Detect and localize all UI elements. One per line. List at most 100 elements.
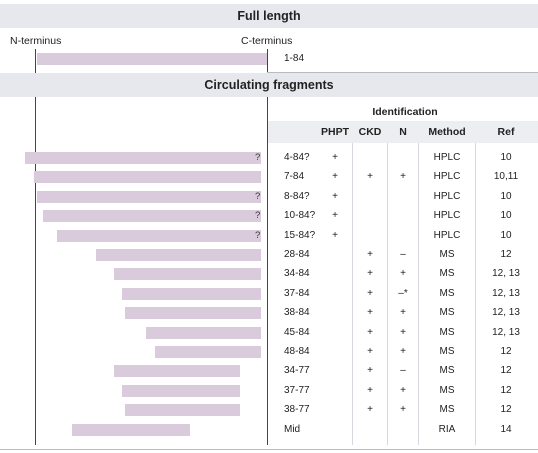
cell-ckd: +	[367, 326, 373, 338]
full-length-title: Full length	[237, 9, 301, 23]
cell-n: +	[400, 268, 406, 280]
cell-n: +	[400, 307, 406, 319]
fragment-bar	[125, 307, 261, 320]
column-header-ref: Ref	[497, 126, 515, 138]
cell-ref: 10	[500, 210, 512, 222]
cell-ref: 12	[500, 346, 512, 357]
column-separator	[352, 143, 353, 445]
cell-method: RIA	[438, 423, 456, 435]
cell-n: –	[400, 249, 406, 260]
cell-method: MS	[439, 268, 455, 280]
n-terminus-label: N-terminus	[10, 35, 62, 47]
cell-method: MS	[439, 346, 455, 357]
column-header-n: N	[399, 126, 407, 138]
cell-n: –*	[398, 287, 408, 299]
full-length-fragment-label: 1-84	[284, 53, 305, 64]
fragment-label: 34-77	[284, 365, 310, 377]
cell-ref: 10	[500, 190, 512, 202]
fragment-bar	[57, 229, 261, 242]
full-length-bottom-rule	[267, 72, 538, 73]
column-header-row	[268, 121, 538, 143]
cell-method: HPLC	[433, 190, 461, 202]
cell-ckd: +	[367, 249, 373, 260]
column-separator	[475, 143, 476, 445]
cell-method: HPLC	[433, 229, 461, 241]
fragment-label: 37-77	[284, 384, 310, 396]
cell-method: MS	[439, 326, 455, 338]
fragment-bar	[72, 423, 191, 436]
fragment-label: 8-84?	[284, 190, 310, 202]
cell-ref: 12	[500, 404, 512, 416]
cell-phpt: +	[332, 229, 338, 241]
fragment-bar	[95, 249, 261, 261]
fragment-label: 38-84	[284, 307, 310, 319]
cell-method: MS	[439, 307, 455, 319]
cell-ckd: +	[367, 287, 373, 299]
fragment-label: 48-84	[284, 346, 310, 357]
cell-ckd: +	[367, 307, 373, 319]
fragment-label: 7-84	[284, 171, 305, 183]
cell-n: +	[400, 384, 406, 396]
uncertain-marker: ?	[255, 190, 261, 202]
cell-method: HPLC	[433, 171, 461, 183]
cell-ref: 10	[500, 152, 512, 163]
table-bottom-rule	[0, 449, 538, 450]
cell-ckd: +	[367, 171, 373, 183]
column-separator	[418, 143, 419, 445]
cell-n: +	[400, 326, 406, 338]
fragment-label: 4-84?	[284, 152, 310, 163]
cell-method: MS	[439, 365, 455, 377]
column-header-phpt: PHPT	[320, 126, 350, 138]
circulating-fragments-title: Circulating fragments	[204, 78, 334, 92]
cell-method: HPLC	[433, 210, 461, 222]
cell-ref: 10	[500, 229, 512, 241]
cell-n: +	[400, 346, 406, 357]
fragment-bar	[125, 404, 241, 417]
cell-ref: 12, 13	[492, 287, 520, 299]
cell-ref: 12, 13	[492, 326, 520, 338]
cell-ckd: +	[367, 346, 373, 357]
cell-phpt: +	[332, 152, 338, 163]
cell-method: HPLC	[433, 152, 461, 163]
cell-method: MS	[439, 287, 455, 299]
fragment-label: 45-84	[284, 326, 310, 338]
uncertain-marker: ?	[255, 210, 261, 222]
fragment-bar	[154, 346, 261, 358]
cell-ref: 12, 13	[492, 268, 520, 280]
cell-ref: 12	[500, 384, 512, 396]
fragment-bar	[36, 190, 261, 203]
cell-method: MS	[439, 404, 455, 416]
cell-ref: 10,11	[493, 171, 519, 183]
cell-method: MS	[439, 249, 455, 260]
fragment-label: 37-84	[284, 287, 310, 299]
uncertain-marker: ?	[255, 152, 261, 163]
cell-ref: 12	[500, 249, 512, 260]
fragment-bar	[122, 287, 261, 300]
n-terminus-axis-top	[35, 49, 36, 73]
n-terminus-axis	[35, 97, 36, 445]
column-header-ckd: CKD	[358, 126, 382, 138]
cell-ckd: +	[367, 404, 373, 416]
fragment-bar	[113, 268, 261, 281]
fragment-bar	[33, 171, 261, 184]
cell-phpt: +	[332, 171, 338, 183]
cell-ref: 12	[500, 365, 512, 377]
cell-n: +	[400, 404, 406, 416]
cell-method: MS	[439, 384, 455, 396]
cell-ref: 14	[500, 423, 512, 435]
column-separator	[387, 143, 388, 445]
identification-title: Identification	[372, 106, 438, 118]
c-terminus-axis-top	[267, 49, 268, 73]
c-terminus-axis	[267, 97, 268, 445]
cell-n: –	[400, 365, 406, 377]
fragment-label: Mid	[284, 423, 301, 435]
fragment-bar	[25, 152, 261, 164]
fragment-label: 10-84?	[284, 210, 316, 222]
cell-ckd: +	[367, 268, 373, 280]
uncertain-marker: ?	[255, 229, 261, 241]
fragment-bar	[122, 384, 241, 397]
fragment-label: 15-84?	[284, 229, 316, 241]
c-terminus-label: C-terminus	[241, 35, 293, 47]
fragment-label: 34-84	[284, 268, 310, 280]
column-header-method: Method	[428, 126, 466, 138]
